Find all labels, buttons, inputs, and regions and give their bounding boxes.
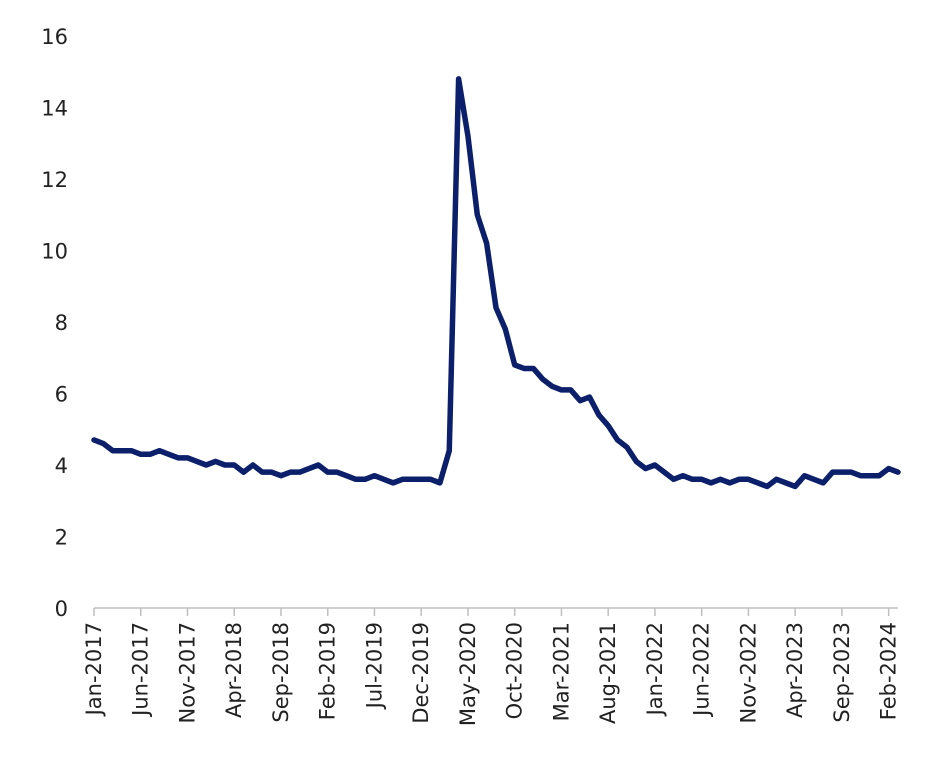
x-tick-label: Aug-2021 (596, 622, 620, 724)
x-tick-label: Feb-2019 (316, 622, 340, 720)
x-tick-label: Nov-2017 (175, 622, 199, 723)
y-tick-label: 2 (55, 526, 68, 550)
x-tick-label: Jul-2019 (362, 622, 386, 710)
y-tick-label: 4 (55, 454, 68, 478)
x-tick-label: Feb-2024 (877, 622, 901, 720)
x-tick-label: Jan-2017 (82, 622, 106, 717)
y-tick-label: 16 (41, 25, 68, 49)
plot-area (91, 76, 901, 490)
x-tick-label: Nov-2022 (736, 622, 760, 723)
y-tick-label: 6 (55, 383, 68, 407)
x-tick-label: Mar-2021 (549, 622, 573, 721)
x-tick-label: May-2020 (456, 622, 480, 726)
x-tick-label: Apr-2023 (783, 622, 807, 718)
y-tick-label: 8 (55, 311, 68, 335)
y-tick-label: 14 (41, 97, 68, 121)
y-axis: 0 2 4 6 8 10 12 14 16 (41, 25, 68, 621)
x-tick-label: Oct-2020 (503, 622, 527, 719)
x-tick-label: Sep-2023 (830, 622, 854, 723)
x-axis: Jan-2017 Jun-2017 Nov-2017 Apr-2018 Sep-2018… (82, 607, 901, 726)
series-line (91, 76, 901, 490)
y-tick-label: 0 (55, 597, 68, 621)
y-tick-label: 10 (41, 240, 68, 264)
x-tick-label: Dec-2019 (409, 622, 433, 724)
x-tick-label: Sep-2018 (269, 622, 293, 723)
x-tick-label: Jun-2017 (129, 622, 153, 718)
x-tick-label: Jun-2022 (690, 622, 714, 718)
y-tick-label: 12 (41, 168, 68, 192)
x-tick-label: Jan-2022 (643, 622, 667, 717)
x-tick-label: Apr-2018 (222, 622, 246, 718)
